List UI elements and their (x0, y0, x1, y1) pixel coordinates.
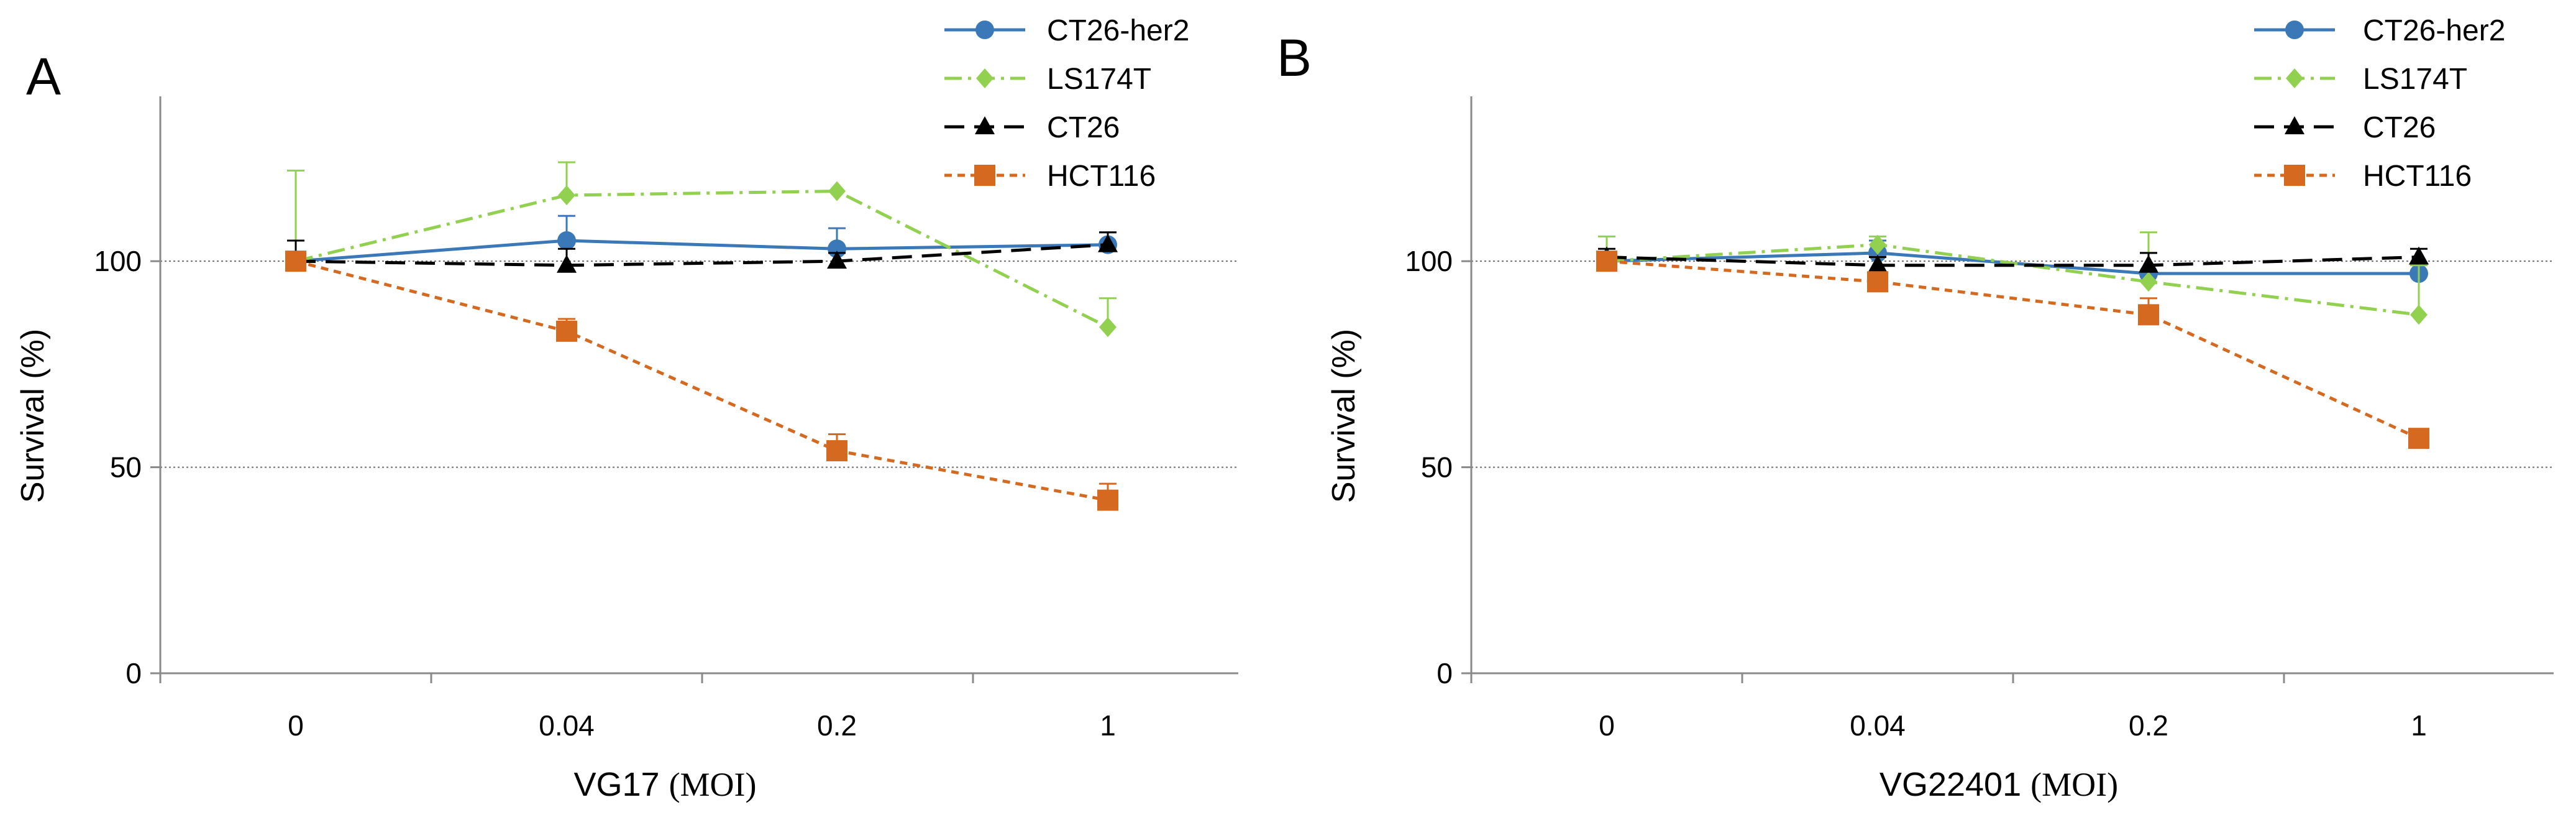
panel-a-legend-marker-ct26-her2 (975, 21, 994, 39)
panel-b-legend-item-hct116: HCT116 (2254, 160, 2472, 193)
panel-b-legend-marker-ls174t (2286, 68, 2303, 88)
panel-b-legend-label-ls174t: LS174T (2363, 63, 2467, 96)
panel-b-y-tick-label-50: 50 (1421, 451, 1453, 484)
panel-b-x-axis-title-unit: (MOI) (2030, 766, 2118, 803)
panel-b-legend-item-ct26: CT26 (2254, 111, 2436, 144)
panel-a-x-tick-label-3: 1 (1100, 709, 1116, 742)
panel-a-legend-item-ct26: CT26 (944, 111, 1120, 144)
panel-a-y-tick-label-100: 100 (94, 245, 142, 277)
panel-b-x-tick-label-1: 0.04 (1850, 709, 1906, 742)
panel-b-series-ls174t-point-2 (2140, 272, 2157, 292)
panel-b-series-ct26-point-2 (2139, 254, 2158, 273)
panel-a-label: A (26, 47, 61, 106)
panel-a-series-hct116-line (295, 259, 1108, 502)
panel-a-x-axis-title: VG17 (MOI) (573, 766, 756, 803)
panel-a-y-axis-title: Survival (%) (15, 329, 51, 503)
panel-a-legend-label-ct26: CT26 (1047, 111, 1120, 144)
panel-a-series-hct116-point-3 (1097, 489, 1118, 511)
panel-a-series-ls174t-line (295, 189, 1109, 329)
panel-b-series-ls174t-point-3 (2410, 305, 2428, 325)
panel-a-series-hct116 (285, 251, 1118, 511)
panel-a-legend-item-ls174t: LS174T (944, 63, 1151, 96)
panel-b-series-ct26-point-1 (1868, 254, 1888, 273)
panel-b-series-ls174t-line (1606, 243, 2419, 316)
panel-b-legend-marker-ct26 (2285, 116, 2304, 134)
panel-b-series-ct26-point-3 (2409, 246, 2429, 265)
panel-a: A 0 50 100 0 0.04 0.2 1 Survival (%) VG17 (MOI) CT… (15, 14, 1238, 803)
panel-b-legend-label-hct116: HCT116 (2363, 160, 2472, 193)
panel-a-y-tick-label-0: 0 (126, 657, 142, 689)
panel-a-legend-label-ct26-her2: CT26-her2 (1047, 14, 1189, 47)
panel-b-series-hct116-point-0 (1596, 251, 1617, 272)
panel-a-series-ls174t (287, 161, 1117, 338)
panel-a-y-tick-label-50: 50 (110, 451, 142, 484)
panel-a-series-ls174t-point-3 (1099, 317, 1117, 338)
panel-b-label: B (1277, 29, 1312, 87)
panel-a-legend-marker-hct116 (974, 165, 995, 186)
panel-b-series-ls174t-point-1 (1869, 234, 1886, 255)
panel-b-y-axis-title: Survival (%) (1326, 329, 1362, 503)
panel-a-series-ls174t-point-2 (828, 181, 846, 201)
panel-a-x-tick-label-0: 0 (288, 709, 304, 742)
panel-b-y-tick-label-100: 100 (1405, 245, 1453, 277)
panel-b: B 0 50 100 0 0.04 0.2 1 Survival (%) VG22401 (MOI… (1277, 14, 2554, 803)
panel-a-legend-item-ct26-her2: CT26-her2 (944, 14, 1189, 47)
panel-a-legend-label-ls174t: LS174T (1047, 63, 1151, 96)
panel-a-series-ct26-her2-point-1 (557, 231, 576, 250)
panel-b-legend-item-ct26-her2: CT26-her2 (2254, 14, 2505, 47)
panel-a-series-hct116-point-1 (556, 320, 577, 342)
panel-b-x-axis-title: VG22401 (MOI) (1879, 766, 2118, 803)
panel-a-x-tick-label-1: 0.04 (539, 709, 595, 742)
panel-b-series-ct26-line (1606, 256, 2419, 267)
panel-a-series-ct26-line (295, 243, 1108, 267)
panel-a-series-hct116-point-0 (285, 251, 306, 272)
panel-b-x-tick-label-2: 0.2 (2129, 709, 2168, 742)
panel-b-series-ls174t (1598, 231, 2428, 325)
panel-a-series-ct26-point-1 (557, 254, 577, 273)
panel-b-legend-label-ct26: CT26 (2363, 111, 2436, 144)
panel-b-x-tick-label-0: 0 (1599, 709, 1615, 742)
panel-b-legend-label-ct26-her2: CT26-her2 (2363, 14, 2505, 47)
panel-b-series-hct116-point-3 (2408, 428, 2429, 449)
panel-b-series-hct116-point-2 (2138, 304, 2159, 326)
panel-a-series-ct26-her2-line (295, 239, 1108, 263)
panel-a-x-axis-title-main: VG17 (573, 766, 669, 803)
panel-a-series-ls174t-point-1 (558, 185, 575, 206)
panel-a-legend-marker-ct26 (975, 116, 995, 134)
panel-b-x-tick-label-3: 1 (2411, 709, 2427, 742)
panel-b-series-ct26 (1597, 246, 2429, 273)
panel-a-x-tick-label-2: 0.2 (817, 709, 857, 742)
panel-b-legend-marker-ct26-her2 (2285, 21, 2304, 39)
panel-b-legend-marker-hct116 (2284, 165, 2305, 186)
panel-a-series-ct26-point-2 (827, 251, 847, 269)
panel-a-series-ct26-point-3 (1098, 234, 1118, 252)
panel-b-y-tick-label-0: 0 (1436, 657, 1453, 689)
panel-a-x-axis-title-unit: (MOI) (669, 766, 757, 803)
panel-a-legend-item-hct116: HCT116 (944, 160, 1156, 193)
panel-a-legend-label-hct116: HCT116 (1047, 160, 1156, 193)
panel-a-legend-marker-ls174t (976, 68, 993, 88)
panel-b-series-hct116-line (1606, 259, 2420, 440)
panel-b-x-axis-title-main: VG22401 (1879, 766, 2030, 803)
panel-b-series-hct116 (1596, 251, 2429, 449)
panel-b-series-hct116-point-1 (1867, 271, 1888, 293)
panel-a-series-hct116-point-2 (826, 440, 847, 462)
panel-b-legend-item-ls174t: LS174T (2254, 63, 2467, 96)
